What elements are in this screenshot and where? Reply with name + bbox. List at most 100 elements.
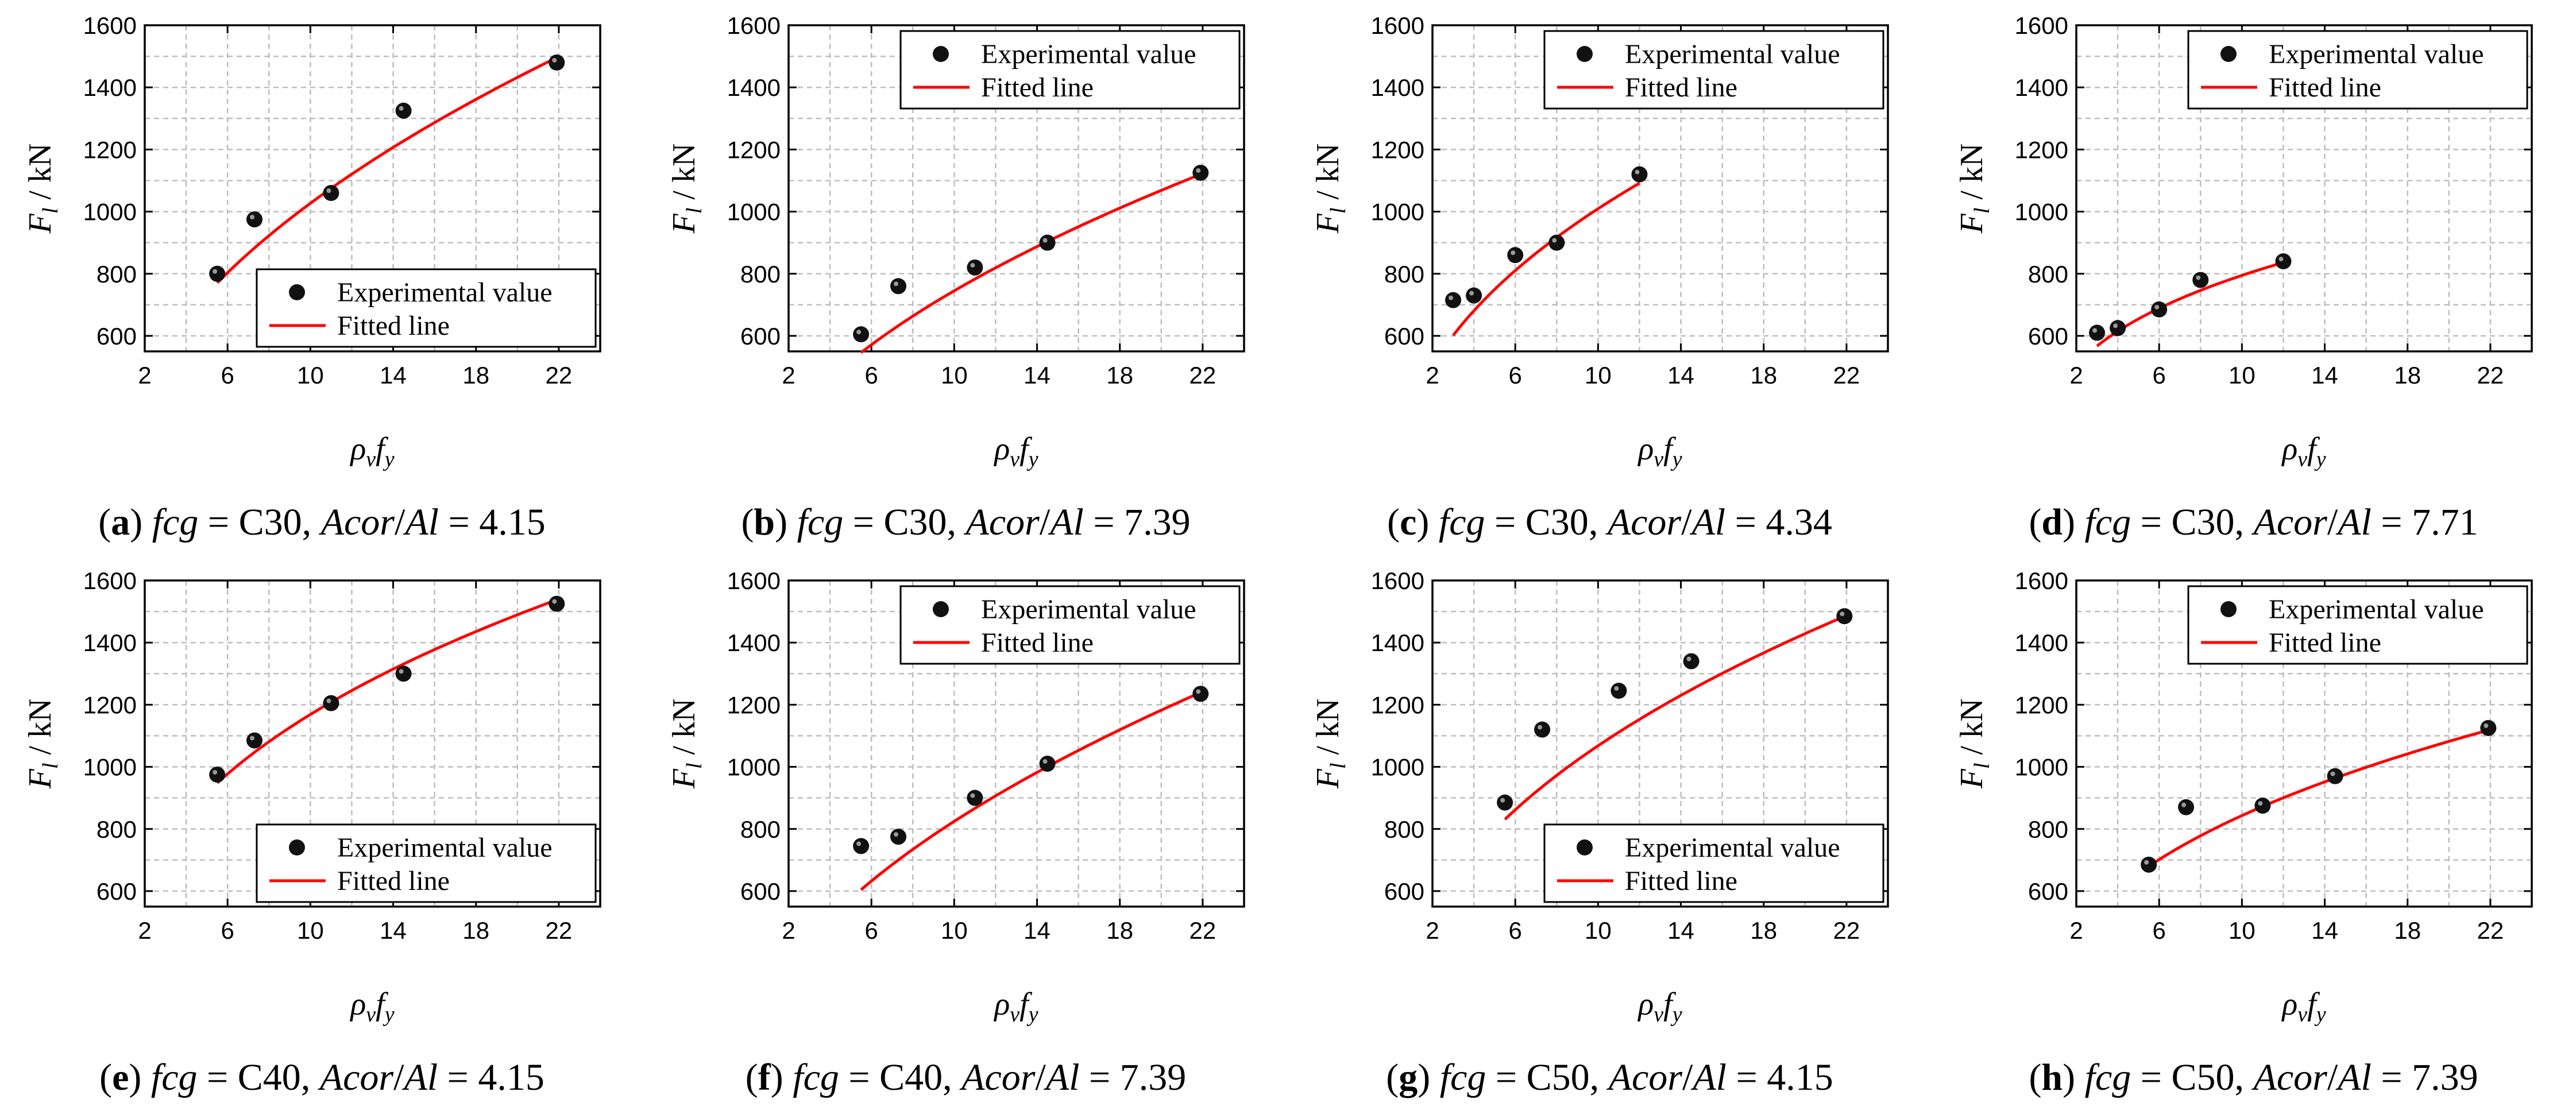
legend-experimental-label: Experimental value	[1625, 833, 1840, 863]
fitted-line	[216, 56, 558, 284]
caption-ratio: 4.15	[478, 1056, 544, 1098]
caption-fcg: fcg	[150, 1056, 198, 1098]
legend-point-marker	[1577, 839, 1593, 855]
panel-caption-g: (g) fcg = C50, Acor/Al = 4.15	[1386, 1056, 1833, 1098]
data-point-highlight	[970, 793, 975, 798]
legend-fitted-label: Fitted line	[2269, 628, 2381, 658]
x-axis-label: ρvfy	[993, 431, 1038, 471]
caption-concrete: C30	[883, 501, 947, 543]
data-point-highlight	[1552, 238, 1557, 243]
plot-frame	[2075, 24, 2533, 353]
x-tick-label: 14	[380, 362, 407, 389]
data-point	[2089, 324, 2106, 341]
data-point	[1192, 686, 1209, 702]
caption-acor: Acor	[961, 1056, 1036, 1098]
caption-concrete: C30	[238, 501, 302, 543]
legend-box	[899, 30, 1241, 110]
x-tick-label: 2	[1426, 362, 1439, 389]
data-point	[1534, 721, 1551, 738]
x-tick-label: 10	[297, 362, 324, 389]
plot-frame	[1431, 24, 1889, 353]
x-tick-label: 22	[1189, 362, 1216, 389]
panel-caption-c: (c) fcg = C30, Acor/Al = 4.34	[1387, 501, 1832, 543]
chart-svg-b: 2 6 10 14 18 22 600 800 1000 1200 1400 1600 Experime…	[666, 12, 1245, 471]
y-tick-label: 1000	[727, 199, 781, 226]
caption-al: Al	[2338, 1056, 2372, 1098]
x-tick-label: 10	[941, 917, 968, 944]
y-tick-label: 1200	[83, 691, 137, 718]
data-point	[1039, 756, 1056, 772]
x-tick-label: 2	[2069, 362, 2083, 389]
caption-eq2: =	[438, 1056, 478, 1098]
grid	[789, 25, 1245, 351]
caption-ratio: 4.34	[1766, 501, 1832, 543]
caption-acor: Acor	[965, 501, 1040, 543]
caption-eq: =	[197, 1056, 238, 1098]
y-tick-label: 1600	[83, 567, 137, 594]
chart-svg-d: 2 6 10 14 18 22 600 800 1000 1200 1400 1600 Experime…	[1954, 12, 2533, 471]
x-tick-label: 22	[2477, 917, 2504, 944]
data-point-highlight	[1196, 168, 1201, 173]
y-axis-label: Fl / kN	[1954, 699, 1994, 789]
x-tick-label: 22	[1189, 917, 1216, 944]
y-axis-label: Fl / kN	[1310, 144, 1350, 234]
x-tick-label: 6	[2153, 917, 2166, 944]
chart-panel-h: 2 6 10 14 18 22 600 800 1000 1200 1400 1600 Experime…	[1932, 555, 2575, 1110]
caption-fcg: fcg	[1438, 501, 1485, 543]
panel-caption-f: (f) fcg = C40, Acor/Al = 7.39	[745, 1056, 1187, 1098]
x-tick-label: 10	[297, 917, 324, 944]
y-tick-label: 1200	[2015, 136, 2068, 163]
fitted-line	[2096, 261, 2284, 347]
caption-slash: /	[1039, 501, 1051, 543]
y-tick-label: 800	[1384, 816, 1424, 843]
y-tick-label: 1600	[727, 567, 781, 594]
chart-panel-g: 2 6 10 14 18 22 600 800 1000 1200 1400 1600 Experime…	[1288, 555, 1932, 1110]
data-point-highlight	[2278, 257, 2284, 262]
x-tick-label: 18	[1106, 362, 1133, 389]
legend-box	[1543, 823, 1884, 903]
y-tick-label: 1200	[1371, 136, 1424, 163]
x-axis-label: ρvfy	[2281, 986, 2326, 1027]
data-point-highlight	[970, 262, 975, 268]
y-tick-label: 1600	[83, 12, 137, 39]
data-point	[549, 54, 565, 71]
y-tick-label: 1000	[83, 754, 137, 781]
data-point	[1192, 164, 1209, 181]
y-tick-label: 1600	[1371, 12, 1424, 39]
x-axis-label: ρvfy	[1637, 986, 1682, 1027]
caption-letter: g	[1399, 1056, 1418, 1098]
legend-box	[256, 823, 597, 903]
x-tick-label: 6	[865, 917, 878, 944]
caption-al: Al	[1050, 501, 1084, 543]
plot-frame	[1431, 579, 1889, 908]
x-tick-label: 14	[2311, 362, 2338, 389]
data-point	[1548, 234, 1565, 251]
data-point-highlight	[213, 269, 218, 274]
caption-al: Al	[1045, 1056, 1080, 1098]
plot-frame	[787, 579, 1245, 908]
data-point-highlight	[399, 669, 404, 674]
caption-acor: Acor	[319, 1056, 394, 1098]
panel-caption-h: (h) fcg = C50, Acor/Al = 7.39	[2029, 1056, 2478, 1098]
x-tick-label: 22	[1833, 917, 1860, 944]
y-tick-label: 1200	[83, 136, 137, 163]
data-point	[2141, 856, 2157, 873]
y-tick-label: 1400	[83, 629, 137, 656]
y-tick-label: 1400	[2015, 74, 2068, 101]
x-tick-label: 18	[1106, 917, 1133, 944]
data-point	[1497, 794, 1513, 811]
y-tick-label: 600	[96, 878, 137, 905]
caption-slash: /	[1682, 1056, 1693, 1098]
data-point	[2192, 272, 2209, 288]
x-tick-label: 14	[380, 917, 407, 944]
data-point-highlight	[552, 57, 557, 63]
caption-eq2: =	[438, 501, 480, 543]
data-point	[246, 732, 263, 749]
legend-box	[256, 268, 597, 348]
data-point	[549, 595, 565, 612]
y-tick-label: 1000	[727, 754, 781, 781]
